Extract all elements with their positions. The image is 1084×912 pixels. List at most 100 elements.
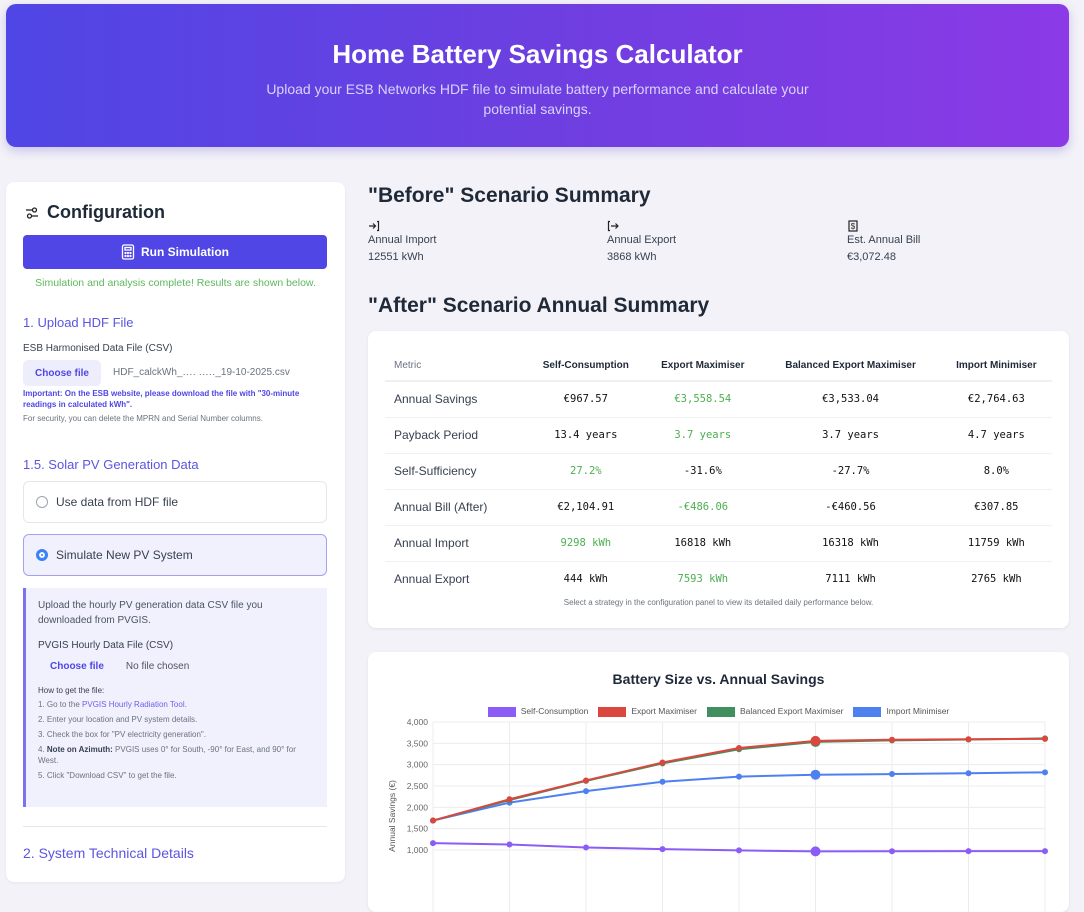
- step-1: 1. Go to the PVGIS Hourly Radiation Tool…: [38, 700, 187, 709]
- data-point: [659, 778, 666, 785]
- stat-annual-export: Annual Export 3868 kWh: [607, 220, 676, 266]
- upload-heading: 1. Upload HDF File: [23, 315, 134, 330]
- data-point: [810, 846, 821, 857]
- legend-item[interactable]: Import Minimiser: [853, 706, 949, 717]
- pvgis-intro: Upload the hourly PV generation data CSV…: [38, 600, 263, 626]
- hdf-file-label: ESB Harmonised Data File (CSV): [23, 343, 173, 354]
- how-to-steps: 1. Go to the PVGIS Hourly Radiation Tool…: [38, 699, 315, 781]
- table-row: Annual Import 9298 kWh 16818 kWh 16318 kWh 1…: [385, 525, 1052, 562]
- chart-title: Battery Size vs. Annual Savings: [612, 671, 825, 687]
- pv-heading: 1.5. Solar PV Generation Data: [23, 457, 199, 472]
- before-summary-title: "Before" Scenario Summary: [368, 184, 651, 207]
- metric-label: Annual Bill (After): [385, 489, 527, 526]
- data-point: [1042, 735, 1048, 742]
- table-cell: €2,764.63: [940, 381, 1052, 418]
- legend-item[interactable]: Self-Consumption: [487, 706, 589, 717]
- calculator-icon: [121, 244, 135, 260]
- legend-swatch: [706, 706, 735, 717]
- stat-est-annual-bill: $ Est. Annual Bill €3,072.48: [847, 220, 920, 266]
- pvgis-choose-file-button[interactable]: Choose file: [50, 661, 104, 672]
- status-message: Simulation and analysis complete! Result…: [35, 277, 316, 289]
- table-cell: 13.4 years: [526, 417, 646, 454]
- table-cell: 7111 kWh: [825, 573, 876, 586]
- after-summary-card: Metric Self-Consumption Export Maximiser…: [368, 331, 1069, 628]
- table-row: Self-Sufficiency 27.2% -31.6% -27.7% 8.0%: [385, 453, 1052, 490]
- table-cell: €307.85: [940, 489, 1052, 526]
- column-header: Self-Consumption: [526, 351, 646, 382]
- table-row: Annual Bill (After) €2,104.91 -€486.06 -€46…: [385, 489, 1052, 526]
- data-point: [965, 848, 972, 855]
- table-footnote: Select a strategy in the configuration p…: [563, 598, 874, 607]
- metric-label: Annual Savings: [385, 381, 527, 418]
- table-cell: 9298 kWh: [526, 525, 646, 562]
- system-details-heading: 2. System Technical Details: [23, 845, 194, 861]
- page-title: Home Battery Savings Calculator: [332, 39, 743, 69]
- radio-circle[interactable]: [36, 496, 48, 508]
- data-point: [810, 769, 821, 780]
- table-cell: 16818 kWh: [645, 525, 761, 562]
- step-5: 5. Click "Download CSV" to get the file.: [38, 771, 177, 780]
- configuration-heading: Configuration: [24, 202, 165, 223]
- export-icon: [607, 220, 619, 232]
- data-point: [810, 735, 821, 746]
- hdf-choose-file-button[interactable]: Choose file: [23, 360, 101, 386]
- data-point: [583, 777, 589, 784]
- stat-label: Est. Annual Bill: [847, 234, 921, 246]
- table-cell: -€460.56: [760, 489, 941, 526]
- y-axis-label: Annual Savings (€): [387, 780, 397, 852]
- column-header: Balanced Export Maximiser: [760, 351, 941, 382]
- divider: [23, 826, 327, 827]
- column-header: Metric: [385, 351, 527, 382]
- table-cell: 3.7 years: [645, 417, 761, 454]
- chart-legend: Self-Consumption Export Maximiser Balanced…: [368, 706, 1069, 717]
- metric-label: Self-Sufficiency: [385, 453, 527, 490]
- data-point: [889, 848, 895, 855]
- table-cell: 7593 kWh: [677, 573, 729, 586]
- run-simulation-button[interactable]: Run Simulation: [23, 235, 327, 269]
- data-point: [889, 736, 895, 743]
- step-4: 4. Note on Azimuth: PVGIS uses 0° for So…: [38, 745, 296, 765]
- table-cell: 3.7 years: [760, 417, 941, 454]
- legend-label: Balanced Export Maximiser: [739, 706, 844, 716]
- table-cell: 16318 kWh: [760, 525, 941, 562]
- legend-swatch: [598, 706, 627, 717]
- table-cell: 2765 kWh: [971, 573, 1022, 586]
- legend-item[interactable]: Balanced Export Maximiser: [706, 706, 844, 717]
- security-note: For security, you can delete the MPRN an…: [23, 414, 263, 423]
- hdf-file-name: HDF_calckWh_․․․․ ․․․․․_19-10-2025.csv: [113, 367, 290, 378]
- data-point: [506, 841, 513, 848]
- column-header: Import Minimiser: [940, 351, 1052, 382]
- column-header: Export Maximiser: [645, 351, 761, 382]
- data-point: [430, 817, 436, 824]
- table-cell: -31.6%: [645, 453, 761, 490]
- stat-label: Annual Import: [368, 234, 437, 246]
- table-row: Annual Export 444 kWh 7593 kWh 7111 kWh 2765…: [385, 561, 1052, 597]
- radio-circle[interactable]: [36, 549, 48, 561]
- y-tick-label: 1,000: [407, 845, 429, 855]
- table-row: Payback Period 13.4 years 3.7 years 3.7 yea…: [385, 417, 1052, 454]
- data-point: [736, 847, 742, 854]
- table-cell: 11759 kWh: [940, 525, 1052, 562]
- pvgis-file-name: No file chosen: [125, 661, 190, 672]
- data-point: [659, 759, 666, 766]
- legend-swatch: [487, 706, 516, 717]
- bill-icon: $: [848, 220, 858, 232]
- radio-use-hdf-data[interactable]: Use data from HDF file: [23, 481, 327, 523]
- table-cell: €3,533.04: [760, 381, 941, 418]
- step-3: 3. Check the box for "PV electricity gen…: [38, 730, 206, 739]
- radio-simulate-pv[interactable]: Simulate New PV System: [23, 534, 327, 576]
- data-point: [583, 788, 589, 795]
- after-summary-title: "After" Scenario Annual Summary: [368, 294, 710, 317]
- legend-label: Self-Consumption: [520, 706, 589, 716]
- page-header: Home Battery Savings Calculator Upload y…: [6, 4, 1069, 147]
- data-point: [965, 770, 972, 777]
- stat-label: Annual Export: [607, 234, 677, 246]
- table-cell: -27.7%: [760, 453, 941, 490]
- data-point: [736, 773, 742, 780]
- legend-item[interactable]: Export Maximiser: [598, 706, 697, 717]
- stat-value: €3,072.48: [847, 251, 896, 263]
- y-tick-label: 4,000: [407, 717, 429, 727]
- y-tick-label: 3,000: [407, 760, 429, 770]
- pvgis-tool-link[interactable]: PVGIS Hourly Radiation Tool.: [82, 700, 187, 709]
- data-point: [506, 796, 513, 803]
